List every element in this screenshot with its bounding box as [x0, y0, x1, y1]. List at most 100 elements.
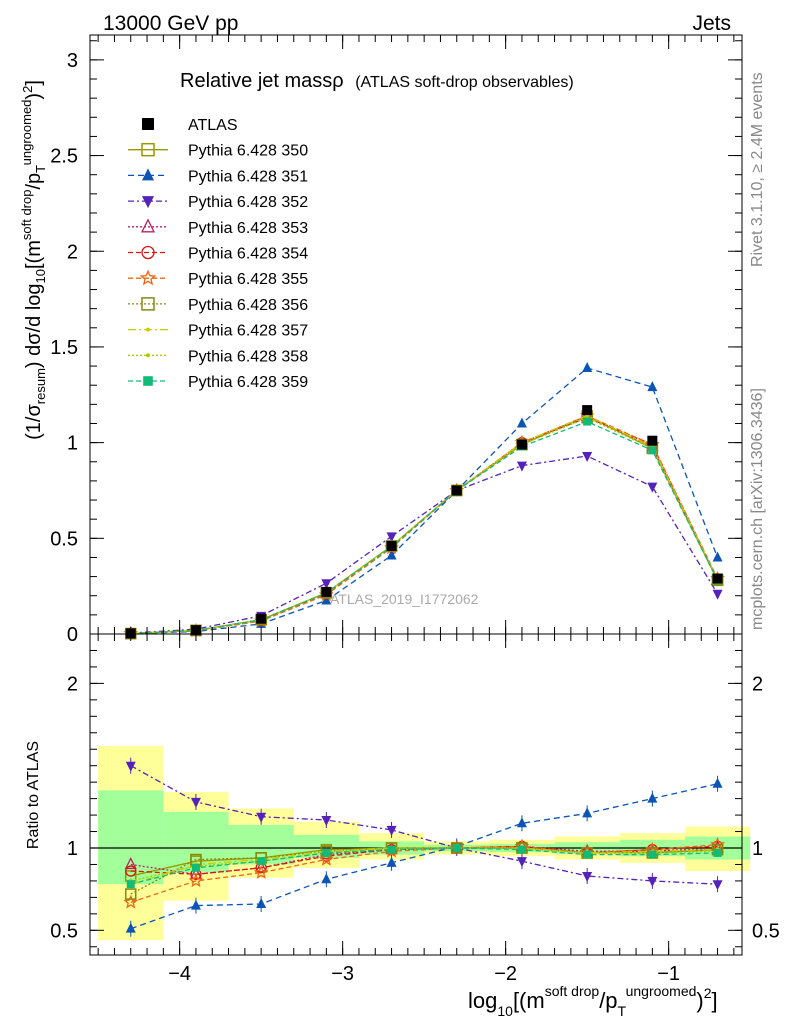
marker-triangle: [582, 452, 593, 463]
marker-square: [648, 850, 657, 859]
marker-triangle: [255, 860, 268, 873]
marker-triangle: [712, 551, 723, 562]
y-tick-label-main: 1: [67, 433, 78, 455]
marker-triangle: [647, 381, 658, 392]
marker-square: [387, 845, 396, 854]
main-title-sub: (ATLAS soft-drop observables): [355, 74, 573, 91]
xlabel-part: T: [618, 1003, 627, 1019]
marker-triangle: [386, 549, 397, 560]
marker-dot: [146, 327, 150, 332]
x-tick-label: −3: [331, 963, 354, 985]
ratio-series-line: [130, 765, 718, 885]
y-tick-label-ratio: 1: [67, 838, 78, 860]
series-line: [130, 420, 719, 635]
legend: ATLAS Pythia 6.428 350 Pythia 6.428 351 Pyt…: [128, 117, 308, 391]
y-tick-label-main: 3: [67, 50, 78, 72]
y-tick-label-ratio: 2: [67, 673, 78, 695]
ylabel-part: ungroomed: [19, 100, 34, 166]
marker-square: [141, 142, 155, 157]
marker-dot: [146, 353, 150, 358]
legend-label: Pythia 6.428 359: [188, 374, 308, 391]
legend-marker-atlas: [142, 118, 154, 130]
y-tick-label-main: 0.5: [50, 528, 78, 550]
marker-square: [125, 888, 137, 900]
y-tick-label-main: 2.5: [50, 146, 78, 168]
header-left: 13000 GeV pp: [103, 12, 238, 35]
marker-circle: [125, 865, 137, 877]
y-tick-label-main: 1.5: [50, 337, 78, 359]
y-axis-label-main: (1/σresum) dσ/d log10[(msoft drop/pTungr…: [19, 80, 48, 440]
series-line: [130, 455, 719, 634]
ylabel-part: resum: [33, 368, 48, 404]
marker-square: [452, 844, 461, 852]
marker-square: [583, 850, 592, 859]
marker-square: [517, 845, 526, 854]
atlas-data-point: [256, 613, 267, 624]
marker-triangle: [189, 866, 203, 879]
marker-triangle: [140, 218, 156, 233]
atlas-data-point: [582, 405, 593, 416]
legend-label: Pythia 6.428 356: [188, 297, 308, 314]
xlabel-part: log: [468, 988, 497, 1013]
ylabel-part: 10: [33, 269, 48, 283]
atlas-data-point: [321, 586, 332, 597]
marker-triangle: [712, 589, 723, 600]
marker-triangle: [124, 857, 137, 870]
xlabel-part: /p: [599, 988, 617, 1013]
ratio-series-line: [130, 783, 718, 930]
marker-triangle: [647, 482, 658, 493]
y-tick-label-main: 0: [67, 624, 78, 646]
header-right: Jets: [692, 12, 731, 35]
marker-square: [583, 417, 592, 426]
series-line: [130, 367, 719, 635]
marker-triangle: [142, 168, 154, 181]
xlabel-part: ]: [712, 988, 718, 1013]
marker-square: [126, 880, 135, 889]
ylabel-part: ) dσ/d log: [23, 283, 45, 368]
atlas-data-point: [516, 439, 527, 450]
legend-label: Pythia 6.428 358: [188, 348, 308, 365]
atlas-data-point: [647, 435, 658, 446]
atlas-data-point: [451, 485, 462, 496]
legend-label: Pythia 6.428 352: [188, 194, 308, 211]
main-title: Relative jet massρ (ATLAS soft-drop obse…: [180, 70, 574, 92]
marker-star: [188, 873, 204, 888]
x-tick-label: −2: [494, 963, 517, 985]
marker-triangle: [386, 532, 397, 543]
xlabel-part: 2: [704, 985, 712, 1001]
marker-square: [257, 857, 266, 866]
y-tick-label-ratio: 0.5: [50, 920, 78, 942]
ylabel-part: T: [33, 165, 48, 173]
mcplots-label: mcplots.cern.ch [arXiv:1306.3436]: [749, 388, 766, 630]
ratio-band-green: [98, 790, 164, 885]
legend-label: ATLAS: [188, 117, 238, 134]
y-tick-label-main: 2: [67, 241, 78, 263]
xlabel-part: soft drop: [545, 983, 600, 999]
marker-triangle: [516, 417, 527, 428]
x-tick-label: −1: [657, 963, 680, 985]
atlas-data-point: [712, 573, 723, 584]
marker-square: [143, 376, 153, 386]
marker-star: [253, 864, 269, 879]
x-axis-label: log10[(msoft drop/pTungroomed)2]: [468, 983, 718, 1019]
marker-triangle: [321, 579, 332, 590]
series-line: [130, 415, 719, 635]
marker-square: [141, 297, 155, 311]
xlabel-part: ungroomed: [626, 983, 697, 999]
ratio-series-line: [130, 845, 718, 875]
main-title-text: Relative jet massρ: [180, 70, 344, 92]
y-axis-label-ratio: Ratio to ATLAS: [25, 741, 42, 849]
y-tick-label-ratio-right: 0.5: [752, 920, 780, 942]
legend-label: Pythia 6.428 351: [188, 168, 308, 185]
ylabel-part: /p: [23, 173, 45, 190]
rivet-label: Rivet 3.1.10, ≥ 2.4M events: [749, 72, 766, 267]
marker-square: [322, 848, 331, 857]
watermark: ATLAS_2019_I1772062: [330, 591, 479, 607]
ylabel-part: ]: [23, 80, 45, 86]
marker-triangle: [516, 461, 527, 472]
y-tick-label-ratio-right: 2: [752, 673, 763, 695]
marker-square: [713, 848, 722, 857]
ratio-series-line: [130, 844, 718, 903]
ylabel-part: 2: [20, 86, 35, 93]
